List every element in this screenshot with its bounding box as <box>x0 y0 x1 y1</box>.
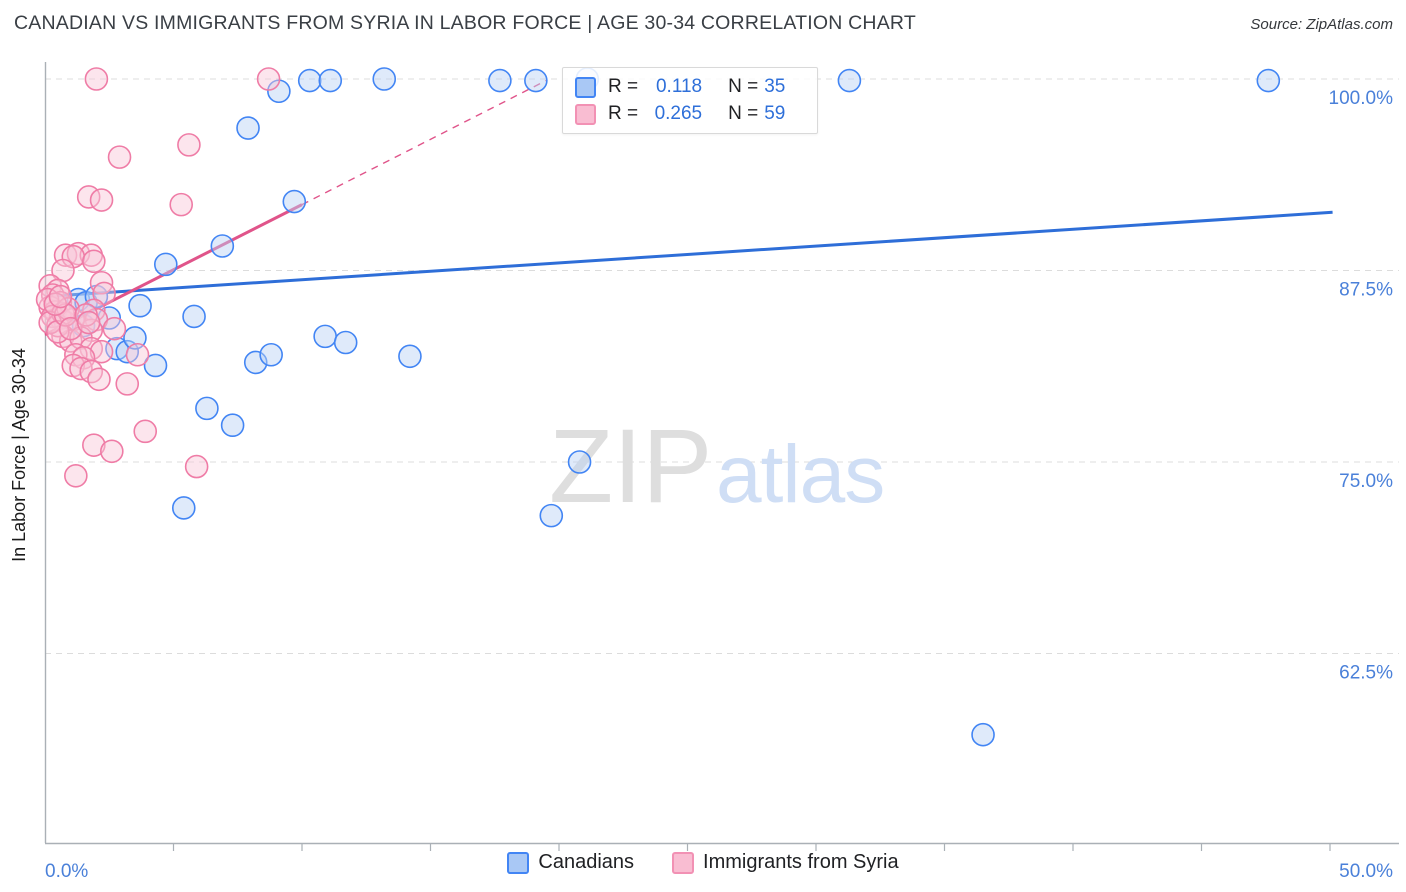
data-point-canadians[interactable] <box>182 304 206 329</box>
legend-item-syria: Immigrants from Syria <box>672 851 899 874</box>
data-point-canadians[interactable] <box>128 293 152 318</box>
x-ticks-group <box>172 843 1331 851</box>
data-point-canadians[interactable] <box>524 68 548 93</box>
data-point-canadians[interactable] <box>837 68 862 93</box>
data-point-canadians[interactable] <box>259 342 283 367</box>
data-point-syria[interactable] <box>107 145 132 169</box>
y-axis-tick-label: 100.0% <box>1329 88 1394 109</box>
source-attribution: Source: ZipAtlas.com <box>1250 16 1393 33</box>
data-point-syria[interactable] <box>256 67 281 91</box>
y-axis-tick-label: 75.0% <box>1339 471 1393 492</box>
trend-line-canadians-solid <box>44 210 1333 299</box>
data-point-canadians[interactable] <box>243 350 268 375</box>
data-point-syria[interactable] <box>89 188 114 212</box>
data-point-canadians[interactable] <box>488 68 512 93</box>
data-point-canadians[interactable] <box>539 503 564 528</box>
data-point-syria[interactable] <box>89 339 114 364</box>
data-point-syria[interactable] <box>82 433 106 457</box>
data-point-syria[interactable] <box>125 342 150 367</box>
data-point-canadians[interactable] <box>398 344 422 369</box>
data-point-canadians[interactable] <box>1256 68 1281 93</box>
data-point-canadians[interactable] <box>282 189 307 214</box>
data-point-syria[interactable] <box>48 284 73 309</box>
data-point-canadians[interactable] <box>318 68 343 93</box>
watermark-atlas: atlas <box>716 429 884 520</box>
data-point-syria[interactable] <box>58 316 83 341</box>
data-point-canadians[interactable] <box>143 353 168 378</box>
n-label: N = <box>728 76 759 97</box>
data-point-canadians[interactable] <box>153 252 178 277</box>
source-prefix: Source: <box>1250 16 1303 33</box>
x-axis-label-max: 50.0% <box>1339 861 1393 882</box>
canadians-swatch-icon <box>507 851 530 874</box>
data-point-syria[interactable] <box>76 310 101 335</box>
series-legend: Canadians Immigrants from Syria <box>0 851 1406 874</box>
page-title: CANADIAN VS IMMIGRANTS FROM SYRIA IN LAB… <box>14 12 916 34</box>
data-point-canadians[interactable] <box>297 68 322 93</box>
r-label: R = <box>608 103 639 124</box>
data-point-syria[interactable] <box>82 249 106 274</box>
data-point-canadians[interactable] <box>313 324 337 349</box>
data-point-canadians[interactable] <box>210 234 235 258</box>
y-axis-labels-group: 100.0% 87.5% 75.0% 62.5% <box>1329 88 1394 684</box>
data-point-syria[interactable] <box>64 463 88 488</box>
correlation-legend-box: R = 0.118 N = 35 R = 0.265 N = 59 <box>562 67 818 134</box>
y-axis-title: In Labor Force | Age 30-34 <box>9 348 29 562</box>
data-point-syria[interactable] <box>102 316 127 341</box>
trend-line-syria-dashed <box>301 79 547 206</box>
data-point-canadians[interactable] <box>236 116 260 140</box>
data-point-canadians[interactable] <box>195 396 219 421</box>
r-value: 0.265 <box>654 103 703 124</box>
r-value: 0.118 <box>655 76 703 97</box>
legend-label: Immigrants from Syria <box>703 851 899 873</box>
data-point-syria[interactable] <box>184 454 209 479</box>
n-value: 35 <box>764 76 786 97</box>
data-point-canadians[interactable] <box>971 722 995 747</box>
data-point-canadians[interactable] <box>171 496 196 520</box>
r-label: R = <box>608 76 639 97</box>
y-axis-tick-label: 87.5% <box>1339 280 1393 301</box>
n-label: N = <box>728 103 759 124</box>
syria-swatch-icon <box>575 103 596 125</box>
n-value: 59 <box>764 103 786 124</box>
data-point-canadians[interactable] <box>220 413 245 438</box>
source-link[interactable]: ZipAtlas.com <box>1306 16 1393 33</box>
x-axis-label-min: 0.0% <box>45 861 88 882</box>
legend-label: Canadians <box>538 851 635 873</box>
data-point-canadians[interactable] <box>333 330 358 355</box>
y-axis-tick-label: 62.5% <box>1339 663 1393 684</box>
watermark-zip: ZIP <box>549 408 712 525</box>
data-point-syria[interactable] <box>169 192 194 217</box>
data-point-syria[interactable] <box>177 133 201 157</box>
legend-row-canadians: R = 0.118 N = 35 <box>575 76 805 98</box>
data-points-group <box>35 67 1281 747</box>
data-point-syria[interactable] <box>115 372 140 396</box>
data-point-canadians[interactable] <box>567 450 592 474</box>
data-point-canadians[interactable] <box>372 67 397 91</box>
syria-swatch-icon <box>672 851 695 874</box>
data-point-syria[interactable] <box>100 439 124 464</box>
data-point-syria[interactable] <box>87 367 111 392</box>
canadians-swatch-icon <box>575 76 596 98</box>
data-point-syria[interactable] <box>84 67 109 91</box>
data-point-syria[interactable] <box>92 281 116 306</box>
legend-row-syria: R = 0.265 N = 59 <box>575 103 805 125</box>
data-point-syria[interactable] <box>133 419 158 444</box>
legend-item-canadians: Canadians <box>507 851 634 874</box>
